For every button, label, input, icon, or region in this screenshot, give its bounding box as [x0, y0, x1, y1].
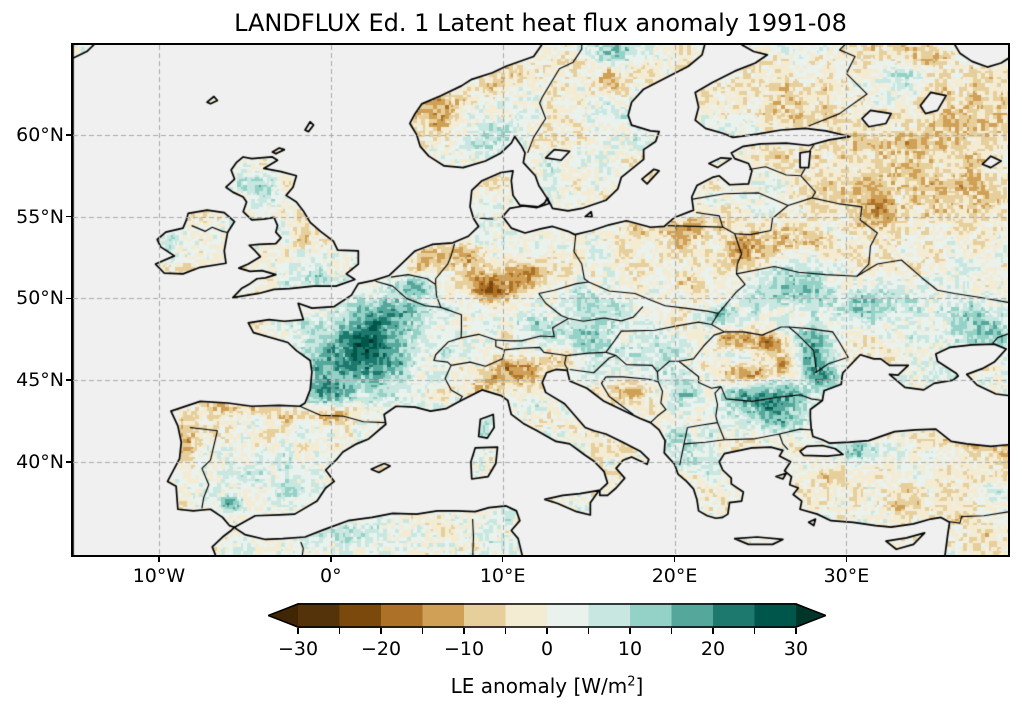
colorbar-tick-mark: [587, 628, 590, 634]
colorbar-tick-mark: [712, 628, 714, 634]
y-tick-label: 50°N: [16, 287, 64, 310]
x-tick-mark: [501, 557, 504, 562]
colorbar-tick-mark: [670, 628, 673, 634]
colorbar-tick-mark: [504, 628, 507, 634]
colorbar-tick-label: 30: [783, 638, 809, 660]
colorbar-tick-mark: [753, 628, 756, 634]
y-tick-label: 55°N: [16, 205, 64, 228]
colorbar-axis-label: LE anomaly [W/m2]: [347, 674, 747, 698]
colorbar-tick-label: −20: [360, 638, 402, 660]
y-tick-mark: [66, 215, 71, 218]
colorbar-tick-label: 20: [700, 638, 726, 660]
y-tick-mark: [66, 461, 71, 463]
x-tick-label: 20°E: [651, 565, 698, 587]
colorbar-tick-mark: [380, 628, 382, 634]
europe-map-canvas: [73, 45, 1008, 555]
colorbar-tick-mark: [795, 628, 797, 634]
x-tick-label: 30°E: [823, 565, 870, 587]
y-tick-mark: [66, 379, 71, 381]
map-panel: [71, 43, 1010, 557]
colorbar-tick-mark: [629, 628, 631, 634]
x-tick-label: 10°E: [479, 565, 526, 587]
y-tick-label: 40°N: [16, 450, 64, 473]
colorbar-label-superscript: 2: [627, 674, 636, 690]
x-tick-mark: [845, 557, 848, 562]
colorbar-tick-mark: [297, 628, 299, 634]
colorbar-tick-label: −30: [277, 638, 319, 660]
colorbar-tick-mark: [421, 628, 424, 634]
y-tick-mark: [66, 297, 71, 300]
colorbar-tick-mark: [463, 628, 465, 634]
x-tick-mark: [158, 557, 160, 562]
x-tick-mark: [673, 557, 676, 562]
colorbar-label-text: LE anomaly [W/m: [450, 674, 628, 698]
y-tick-mark: [66, 134, 71, 136]
colorbar-tick-mark: [546, 628, 548, 634]
colorbar-tick-label: −10: [443, 638, 485, 660]
x-tick-mark: [330, 557, 332, 562]
y-tick-label: 45°N: [16, 369, 64, 392]
colorbar-tick-label: 10: [617, 638, 643, 660]
figure-title: LANDFLUX Ed. 1 Latent heat flux anomaly …: [234, 9, 847, 37]
x-tick-label: 10°W: [132, 565, 186, 587]
x-tick-label: 0°: [320, 565, 342, 587]
y-tick-label: 60°N: [16, 123, 64, 146]
colorbar-swatch: [268, 603, 826, 628]
colorbar-tick-mark: [338, 628, 341, 634]
colorbar-label-suffix: ]: [635, 674, 644, 698]
colorbar-tick-label: 0: [540, 638, 554, 660]
